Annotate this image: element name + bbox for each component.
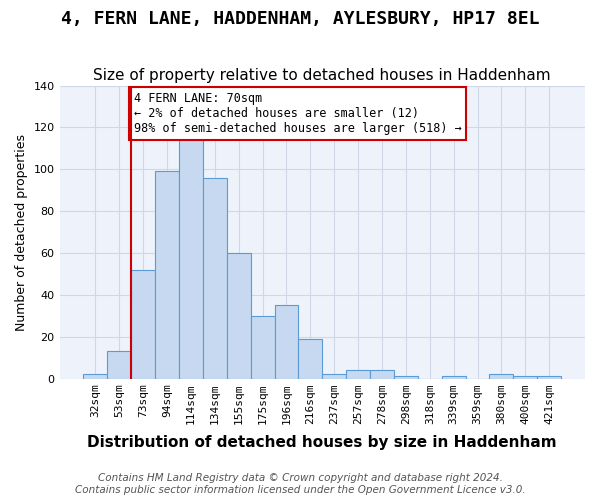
Text: Contains HM Land Registry data © Crown copyright and database right 2024.
Contai: Contains HM Land Registry data © Crown c… xyxy=(74,474,526,495)
Bar xyxy=(442,376,466,378)
Bar xyxy=(514,376,537,378)
Text: 4 FERN LANE: 70sqm
← 2% of detached houses are smaller (12)
98% of semi-detached: 4 FERN LANE: 70sqm ← 2% of detached hous… xyxy=(134,92,461,135)
Title: Size of property relative to detached houses in Haddenham: Size of property relative to detached ho… xyxy=(94,68,551,83)
Bar xyxy=(107,352,131,378)
Text: 4, FERN LANE, HADDENHAM, AYLESBURY, HP17 8EL: 4, FERN LANE, HADDENHAM, AYLESBURY, HP17… xyxy=(61,10,539,28)
Bar xyxy=(298,339,322,378)
Bar xyxy=(179,136,203,378)
Bar xyxy=(346,370,370,378)
Bar xyxy=(394,376,418,378)
Bar xyxy=(131,270,155,378)
Bar xyxy=(227,253,251,378)
Bar xyxy=(155,172,179,378)
Y-axis label: Number of detached properties: Number of detached properties xyxy=(15,134,28,330)
Bar xyxy=(370,370,394,378)
Bar xyxy=(322,374,346,378)
Bar xyxy=(203,178,227,378)
Bar xyxy=(251,316,275,378)
Bar xyxy=(537,376,561,378)
Bar xyxy=(83,374,107,378)
X-axis label: Distribution of detached houses by size in Haddenham: Distribution of detached houses by size … xyxy=(88,435,557,450)
Bar xyxy=(490,374,514,378)
Bar xyxy=(275,306,298,378)
